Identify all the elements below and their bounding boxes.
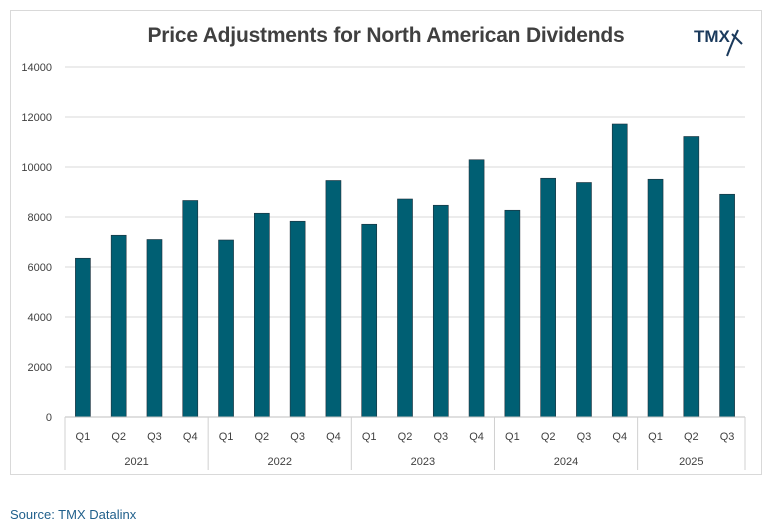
x-tick-label: Q2 — [254, 431, 269, 443]
x-tick-label: Q2 — [684, 431, 699, 443]
bar-2024-Q3 — [576, 182, 592, 418]
x-tick-label: Q1 — [76, 431, 91, 443]
bar-2021-Q4 — [182, 200, 199, 418]
x-tick-label: Q1 — [648, 431, 663, 443]
bar-2023-Q2 — [397, 198, 413, 418]
x-tick-label: Q1 — [505, 431, 520, 443]
x-tick-label: Q3 — [147, 431, 162, 443]
gridlines — [65, 66, 745, 368]
y-tick-label: 6000 — [28, 262, 52, 274]
bar-2022-Q4 — [325, 180, 342, 418]
logo-swoosh-icon — [726, 29, 743, 57]
chart-frame — [10, 10, 762, 475]
y-tick-label: 2000 — [28, 362, 52, 374]
year-group-label: 2022 — [267, 456, 291, 468]
bar-2024-Q4 — [611, 123, 628, 418]
x-tick-label: Q3 — [577, 431, 592, 443]
bar-2024-Q2 — [540, 177, 556, 418]
y-axis-ticks: 0 2000 4000 6000 8000 10000 12000 14000 — [21, 62, 52, 424]
x-tick-label: Q2 — [398, 431, 413, 443]
x-tick-label: Q1 — [219, 431, 234, 443]
bar-2022-Q3 — [289, 220, 306, 418]
x-tick-label: Q1 — [362, 431, 377, 443]
source-note: Source: TMX Datalinx — [10, 507, 137, 522]
x-tick-label: Q3 — [433, 431, 448, 443]
bar-2023-Q1 — [361, 223, 378, 418]
bar-2025-Q3 — [719, 193, 735, 418]
bar-2023-Q3 — [432, 204, 449, 418]
bar-2021-Q2 — [110, 234, 127, 418]
bar-2023-Q4 — [468, 159, 485, 418]
x-axis: Q1 Q2 Q3 Q4 Q1 Q2 Q3 Q4 Q1 Q2 Q3 Q4 Q1 Q2 Q3 Q4 Q1 Q2 Q3 20… — [64, 416, 746, 470]
year-group-label: 2021 — [124, 456, 148, 468]
x-tick-label: Q4 — [183, 431, 198, 443]
year-group-label: 2024 — [554, 456, 578, 468]
bars — [75, 123, 735, 418]
year-group-label: 2023 — [411, 456, 435, 468]
bar-2022-Q1 — [218, 239, 234, 418]
y-tick-label: 4000 — [28, 312, 52, 324]
x-tick-label: Q4 — [469, 431, 484, 443]
logo-text: TMX — [694, 27, 730, 46]
y-tick-label: 8000 — [28, 212, 52, 224]
tmx-logo: TMX — [694, 22, 746, 62]
y-tick-label: 0 — [46, 412, 52, 424]
bar-2025-Q1 — [647, 178, 664, 418]
bar-2022-Q2 — [254, 212, 270, 418]
x-tick-label: Q2 — [541, 431, 556, 443]
year-group-label: 2025 — [679, 456, 703, 468]
x-tick-label: Q4 — [612, 431, 627, 443]
bar-2021-Q3 — [146, 239, 163, 418]
x-tick-label: Q2 — [111, 431, 126, 443]
bar-2025-Q2 — [683, 136, 700, 418]
chart-title: Price Adjustments for North American Div… — [147, 24, 625, 47]
bar-2021-Q1 — [75, 257, 91, 418]
x-tick-label: Q3 — [720, 431, 735, 443]
y-tick-label: 14000 — [21, 62, 52, 74]
y-tick-label: 12000 — [21, 112, 52, 124]
x-tick-label: Q3 — [290, 431, 305, 443]
y-tick-label: 10000 — [21, 162, 52, 174]
x-tick-label: Q4 — [326, 431, 341, 443]
bar-2024-Q1 — [504, 209, 521, 418]
